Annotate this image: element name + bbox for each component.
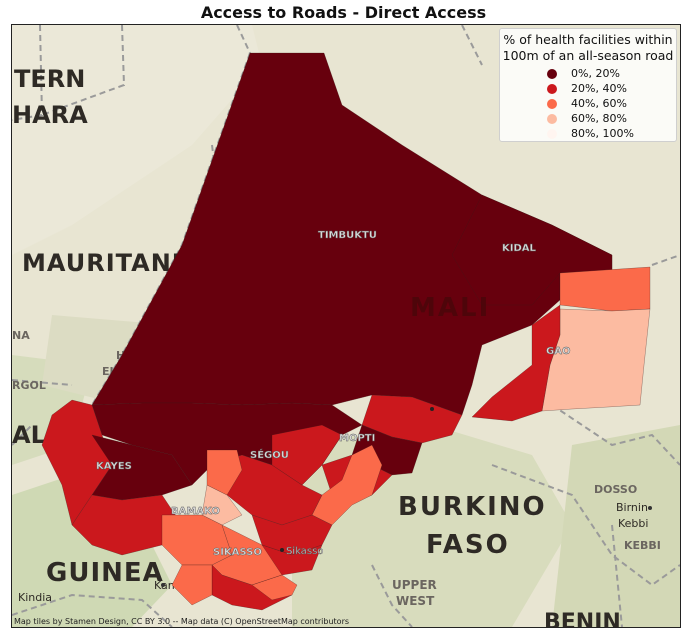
- label-dosso: DOSSO: [594, 483, 637, 496]
- map-title: Access to Roads - Direct Access: [200, 3, 487, 22]
- legend-swatch: [547, 113, 557, 124]
- label-western-sahara-1: TERN: [14, 65, 85, 93]
- legend-item: 80%, 100%: [500, 126, 676, 141]
- region-menaka[interactable]: [559, 266, 651, 312]
- legend-item: 60%, 80%: [500, 111, 676, 126]
- legend-swatch: [547, 83, 557, 94]
- legend-item: 40%, 60%: [500, 96, 676, 111]
- legend-swatch: [547, 68, 557, 79]
- legend-item: 20%, 40%: [500, 81, 676, 96]
- label-western-sahara-2: HARA: [12, 101, 88, 129]
- label-birnin-2: Kebbi: [618, 517, 648, 530]
- legend-label: 0%, 20%: [571, 67, 620, 80]
- label-benin: BENIN: [544, 610, 621, 627]
- label-birnin-1: Birnin: [616, 501, 648, 514]
- map-attribution: Map tiles by Stamen Design, CC BY 3.0 --…: [14, 617, 350, 626]
- map-frame[interactable]: TERN HARA MAURITANIA HODH EL GHARBI RGOL…: [11, 24, 681, 628]
- label-na: NA: [12, 329, 30, 342]
- label-kindia: Kindia: [18, 591, 52, 604]
- region-yanfolila[interactable]: [171, 564, 213, 606]
- label-gorgol: RGOL: [12, 379, 46, 392]
- legend-swatch: [547, 98, 557, 109]
- label-segou: SÉGOU: [250, 448, 289, 461]
- label-kidal: KIDAL: [502, 243, 537, 254]
- region-bankass[interactable]: [311, 444, 383, 526]
- label-guinea: GUINEA: [46, 558, 164, 588]
- basemap-labels: TERN HARA MAURITANIA HODH EL GHARBI RGOL…: [12, 65, 661, 627]
- region-labels: TIMBUKTU KIDAL GAO MOPTI SÉGOU KAYES BAM…: [96, 230, 571, 558]
- city-dot-sikasso: [280, 548, 284, 552]
- label-burkina-2: FASO: [426, 530, 510, 560]
- label-upper-west-2: WEST: [396, 594, 435, 608]
- city-dot-birnin: [648, 506, 652, 510]
- legend-label: 80%, 100%: [571, 127, 634, 140]
- region-koutiala[interactable]: [261, 544, 323, 576]
- label-kayes: KAYES: [96, 461, 132, 472]
- region-banamba[interactable]: [206, 449, 243, 496]
- terrain-desert: [12, 25, 262, 255]
- region-san[interactable]: [271, 424, 343, 486]
- legend-title-line1: % of health facilities within: [503, 32, 673, 47]
- legend-swatch: [547, 128, 557, 139]
- legend-label: 60%, 80%: [571, 112, 627, 125]
- label-sikasso: SIKASSO: [213, 547, 262, 558]
- label-kebbi: KEBBI: [624, 539, 661, 552]
- legend-label: 20%, 40%: [571, 82, 627, 95]
- legend: % of health facilities within 100m of an…: [499, 28, 677, 142]
- mali-regions[interactable]: [41, 52, 651, 611]
- legend-item: 0%, 20%: [500, 66, 676, 81]
- label-mopti: MOPTI: [339, 433, 375, 444]
- city-dot-mopti: [430, 407, 434, 411]
- city-dot-kankan: [161, 583, 165, 587]
- label-upper-west-1: UPPER: [392, 578, 437, 592]
- label-al: AL: [12, 421, 46, 449]
- legend-label: 40%, 60%: [571, 97, 627, 110]
- region-kadiolo[interactable]: [251, 574, 298, 601]
- label-burkina-1: BURKINO: [398, 492, 547, 522]
- region-ansongo[interactable]: [471, 304, 561, 422]
- label-sikasso-town: Sikasso: [286, 546, 323, 557]
- label-gao: GAO: [546, 346, 570, 357]
- label-bamako: BAMAKO: [171, 506, 220, 517]
- label-mali: MALI: [410, 293, 490, 323]
- label-timbuktu: TIMBUKTU: [318, 230, 377, 241]
- terrain-green: [552, 425, 680, 627]
- legend-title-line2: 100m of an all-season road: [502, 48, 674, 63]
